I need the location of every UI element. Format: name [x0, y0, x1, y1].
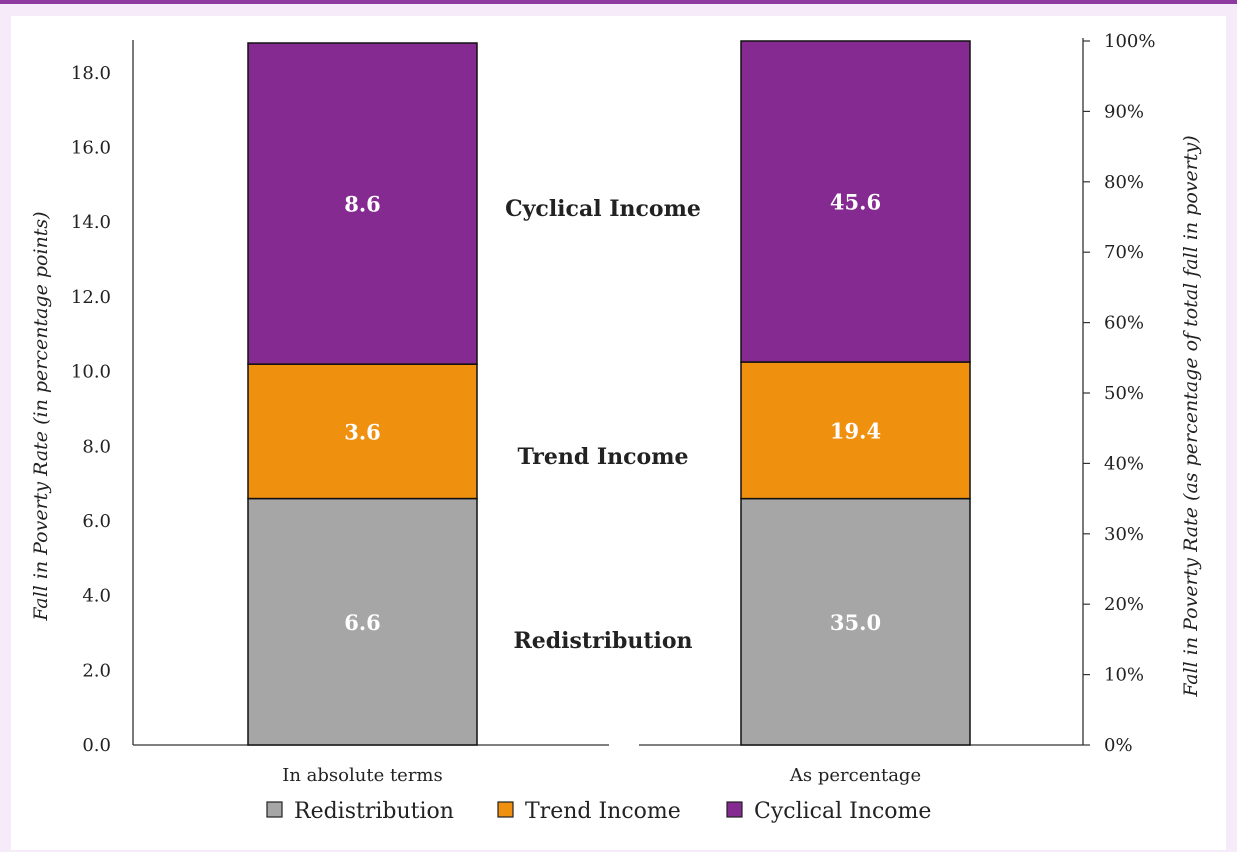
- data-label-trend-income: 3.6: [344, 419, 381, 444]
- left-tick-label: 14.0: [71, 212, 111, 233]
- right-tick-label: 50%: [1104, 383, 1144, 404]
- left-axis-title: Fall in Poverty Rate (in percentage poin…: [30, 211, 52, 621]
- bar-segment-in-absolute-terms-redistribution: [247, 497, 478, 746]
- data-label-trend-income: 19.4: [830, 418, 881, 443]
- right-tick-label: 10%: [1104, 665, 1144, 686]
- data-label-redistribution: 6.6: [344, 610, 381, 635]
- right-tick-label: 20%: [1104, 594, 1144, 615]
- left-tick-label: 8.0: [82, 436, 111, 457]
- bar-segment-as-percentage-cyclical-income: [740, 40, 971, 363]
- component-label-redistribution: Redistribution: [513, 628, 692, 654]
- left-tick-label: 12.0: [71, 287, 111, 308]
- legend-swatch-redistribution: [266, 801, 283, 818]
- bar-segment-as-percentage-redistribution: [740, 497, 971, 746]
- right-axis-title: Fall in Poverty Rate (as percentage of t…: [1180, 135, 1202, 697]
- right-tick-label: 80%: [1104, 172, 1144, 193]
- component-label-cyclical-income: Cyclical Income: [505, 196, 701, 222]
- left-tick-label: 10.0: [71, 362, 111, 383]
- data-label-cyclical-income: 8.6: [344, 192, 381, 217]
- labels-group: 6.6 3.6 8.6 35.0 19.4 45.6 Cyclical Income Tren…: [344, 190, 881, 654]
- right-tick-label: 30%: [1104, 524, 1144, 545]
- chart-panel: 0.0 2.0 4.0 6.0 8.0 10.0 12.0 14.0 16.0 18.0 0% 10%…: [11, 16, 1226, 850]
- legend-label-cyclical-income: Cyclical Income: [754, 799, 931, 824]
- data-label-redistribution: 35.0: [830, 610, 881, 635]
- right-tick-label: 60%: [1104, 313, 1144, 334]
- stacked-bar-chart: 0.0 2.0 4.0 6.0 8.0 10.0 12.0 14.0 16.0 18.0 0% 10%…: [30, 31, 1202, 824]
- legend-swatch-trend-income: [497, 801, 514, 818]
- legend-label-redistribution: Redistribution: [294, 799, 454, 824]
- left-tick-label: 2.0: [82, 660, 111, 681]
- legend: Redistribution Trend Income Cyclical Incom…: [266, 799, 931, 824]
- category-label-in-absolute-terms: In absolute terms: [282, 765, 443, 786]
- left-tick-label: 16.0: [71, 138, 111, 159]
- legend-swatch-cyclical-income: [726, 801, 743, 818]
- axes-group: 0.0 2.0 4.0 6.0 8.0 10.0 12.0 14.0 16.0 18.0 0% 10%…: [30, 31, 1202, 786]
- left-tick-label: 18.0: [71, 63, 111, 84]
- legend-label-trend-income: Trend Income: [525, 799, 681, 824]
- bars-group: [247, 40, 971, 746]
- right-tick-label: 90%: [1104, 101, 1144, 122]
- right-tick-label: 0%: [1104, 735, 1133, 756]
- left-tick-label: 6.0: [82, 511, 111, 532]
- right-tick-label: 40%: [1104, 453, 1144, 474]
- bar-segment-in-absolute-terms-trend-income: [247, 363, 478, 500]
- component-label-trend-income: Trend Income: [517, 444, 688, 470]
- left-tick-label: 4.0: [82, 586, 111, 607]
- data-label-cyclical-income: 45.6: [830, 190, 881, 215]
- left-tick-label: 0.0: [82, 735, 111, 756]
- bar-segment-in-absolute-terms-cyclical-income: [247, 42, 478, 365]
- right-tick-label: 70%: [1104, 242, 1144, 263]
- category-label-as-percentage: As percentage: [789, 765, 921, 786]
- right-tick-label: 100%: [1104, 31, 1155, 52]
- bar-segment-as-percentage-trend-income: [740, 361, 971, 500]
